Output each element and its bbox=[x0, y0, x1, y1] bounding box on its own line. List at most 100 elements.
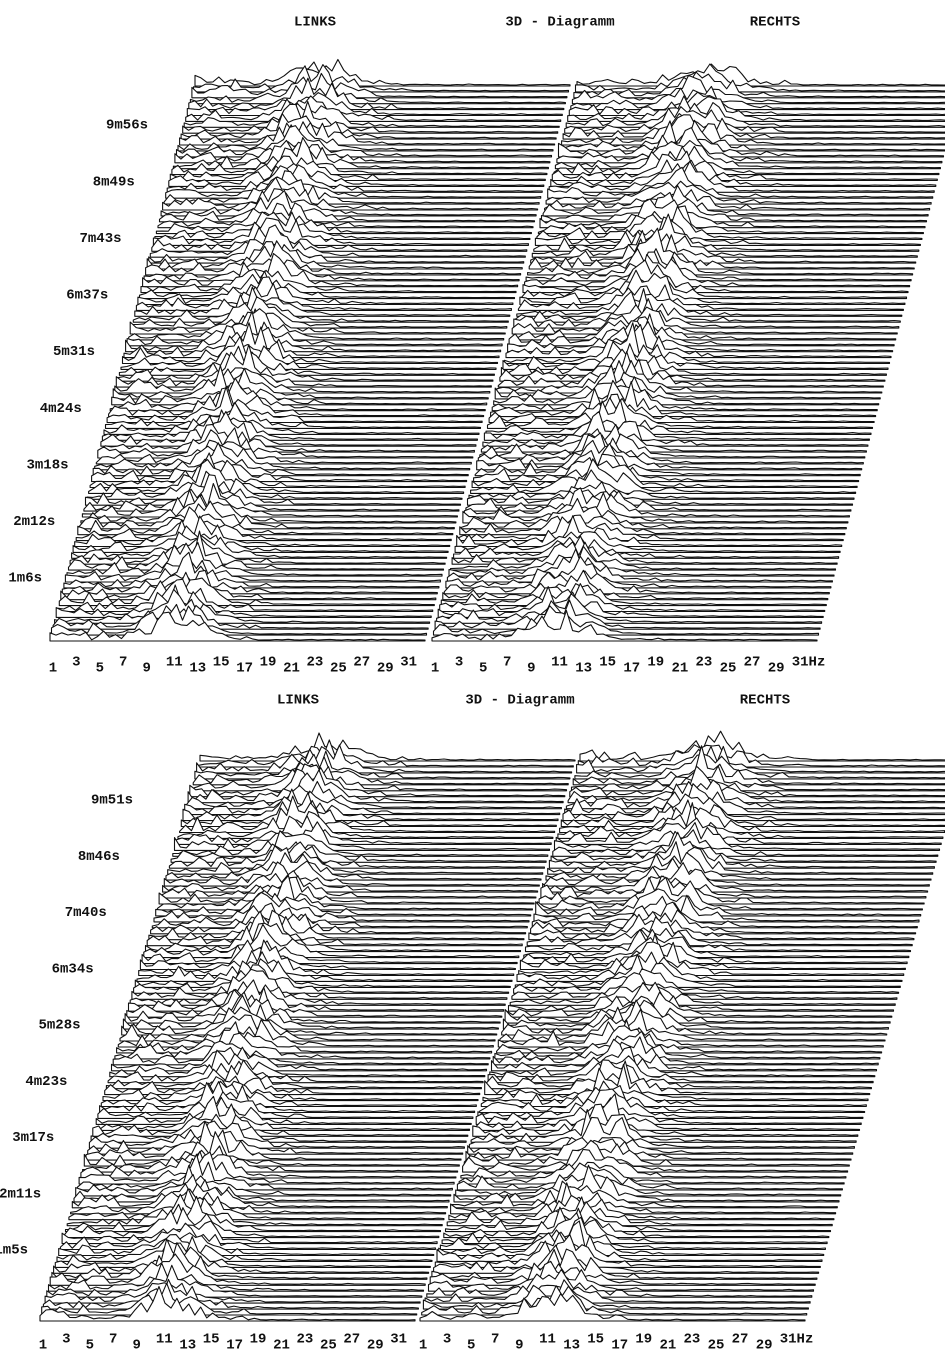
spectrum-line bbox=[523, 928, 910, 959]
spectrum-line bbox=[191, 64, 568, 99]
spectrum-line bbox=[543, 857, 930, 887]
time-label: 4m24s bbox=[40, 401, 82, 417]
spectrum-line bbox=[490, 1038, 878, 1072]
spectrum-line bbox=[502, 341, 889, 370]
spectrum-line bbox=[496, 360, 883, 394]
frequency-label: 19 bbox=[635, 1332, 652, 1348]
spectrum-line bbox=[559, 119, 945, 152]
panel-heading: 3D - Diagramm bbox=[465, 693, 574, 709]
spectrum-line bbox=[86, 470, 463, 500]
spectrum-line bbox=[196, 744, 573, 774]
spectrum-line bbox=[97, 427, 474, 459]
spectrum-line bbox=[134, 958, 511, 988]
spectrum-line bbox=[190, 763, 568, 792]
spectrum-line bbox=[542, 184, 929, 217]
spectrum-line bbox=[477, 1088, 864, 1119]
spectrum-line bbox=[572, 745, 945, 786]
spectrum-line bbox=[162, 176, 539, 211]
spectrum-line bbox=[576, 745, 945, 774]
frequency-label: 9 bbox=[142, 661, 150, 677]
spectrum-line bbox=[49, 611, 426, 642]
time-label: 2m12s bbox=[13, 514, 55, 530]
spectrum-line bbox=[438, 1220, 825, 1257]
spectrum-line bbox=[57, 578, 434, 613]
spectrum-line bbox=[180, 799, 557, 828]
spectrum-line bbox=[555, 817, 942, 845]
spectrum-line bbox=[516, 951, 903, 982]
spectrum-line bbox=[172, 139, 549, 170]
spectrum-line bbox=[67, 530, 445, 571]
spectrum-line bbox=[94, 444, 471, 471]
frequency-label: 9 bbox=[132, 1338, 140, 1354]
spectrum-line bbox=[126, 310, 503, 347]
spectrum-line bbox=[145, 240, 522, 276]
spectrum-line bbox=[470, 458, 857, 494]
spectrum-line bbox=[112, 1040, 489, 1066]
spectrum-line bbox=[117, 1019, 494, 1048]
time-label: 6m34s bbox=[52, 961, 94, 977]
frequency-label: 19 bbox=[647, 655, 664, 671]
spectrum-line bbox=[544, 189, 931, 211]
spectrum-line bbox=[122, 994, 499, 1030]
spectrum-line bbox=[50, 603, 428, 636]
frequency-label: 3 bbox=[72, 655, 80, 671]
spectrum-line bbox=[194, 58, 571, 87]
frequency-label: 25 bbox=[720, 661, 737, 677]
spectrum-line bbox=[129, 981, 506, 1006]
spectrum-line bbox=[168, 163, 545, 187]
frequency-label: 7 bbox=[491, 1332, 499, 1348]
frequency-label: 31 bbox=[400, 655, 417, 671]
frequency-label: 27 bbox=[732, 1332, 749, 1348]
spectrum-line bbox=[169, 155, 546, 182]
spectrum-line bbox=[533, 213, 920, 252]
spectrum-line bbox=[448, 1194, 835, 1221]
spectrum-line bbox=[46, 1264, 423, 1298]
spectrum-line bbox=[137, 276, 514, 306]
spectrum-line bbox=[117, 343, 494, 382]
spectrum-line bbox=[551, 150, 938, 182]
spectrum-line bbox=[80, 494, 457, 524]
spectrum-line bbox=[81, 482, 458, 518]
frequency-label: 27 bbox=[343, 1332, 360, 1348]
frequency-label: 7 bbox=[109, 1332, 117, 1348]
spectrum-line bbox=[154, 211, 531, 241]
frequency-label: 29 bbox=[367, 1338, 384, 1354]
spectrum-line bbox=[442, 569, 829, 601]
frequency-label: 29 bbox=[768, 661, 785, 677]
frequency-label: 9 bbox=[527, 661, 535, 677]
spectrum-line bbox=[570, 85, 945, 111]
spectrum-line bbox=[49, 1253, 426, 1286]
frequency-label: 31 bbox=[390, 1332, 407, 1348]
spectrum-line bbox=[194, 750, 571, 780]
spectrum-line bbox=[88, 459, 465, 494]
time-label: 5m28s bbox=[38, 1018, 80, 1034]
spectrum-line bbox=[136, 951, 513, 982]
spectrum-line bbox=[66, 541, 443, 577]
spectrum-line bbox=[187, 769, 564, 804]
spectrum-line bbox=[508, 313, 895, 347]
spectrum-line bbox=[47, 1262, 425, 1292]
spectrum-line bbox=[109, 1049, 486, 1078]
spectrum-line bbox=[131, 296, 508, 329]
spectrum-line bbox=[501, 999, 888, 1036]
spectrum-line bbox=[80, 1150, 457, 1179]
spectrum-line bbox=[526, 916, 913, 947]
spectrum-line bbox=[192, 68, 570, 93]
time-label: 7m43s bbox=[79, 231, 121, 247]
spectrum-line bbox=[568, 91, 945, 117]
spectrum-line bbox=[129, 308, 506, 335]
spectrum-line bbox=[182, 100, 559, 134]
spectrum-line bbox=[503, 322, 891, 365]
spectrum-line bbox=[484, 1060, 871, 1096]
spectrum-line bbox=[168, 841, 545, 869]
spectrum-line bbox=[152, 217, 529, 246]
time-label: 1m6s bbox=[8, 571, 42, 587]
spectrum-line bbox=[157, 202, 534, 229]
spectrum-line bbox=[552, 829, 939, 857]
spectrum-line bbox=[483, 416, 870, 441]
time-label: 3m17s bbox=[12, 1130, 54, 1146]
frequency-label: 27 bbox=[744, 655, 761, 671]
spectrum-line bbox=[75, 506, 452, 542]
spectrum-line bbox=[482, 411, 869, 447]
